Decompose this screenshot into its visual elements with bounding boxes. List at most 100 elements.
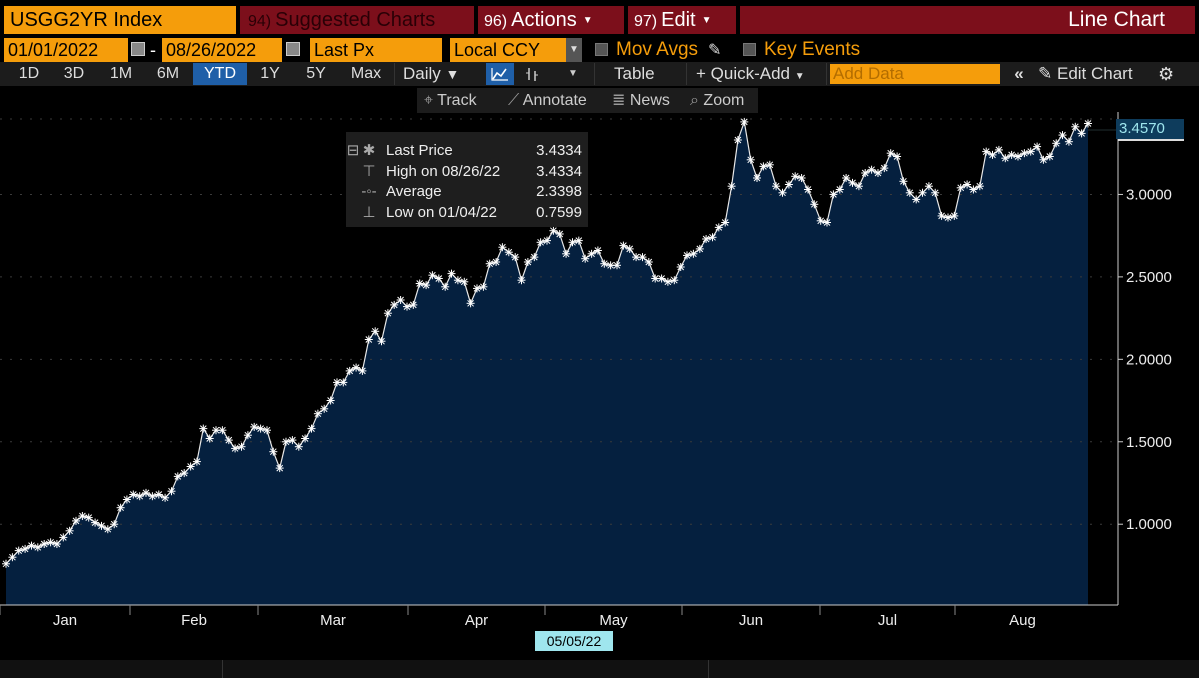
data-point: [1007, 150, 1016, 159]
currency-dropdown-icon[interactable]: ▼: [566, 38, 582, 62]
data-point: [129, 490, 138, 499]
data-point: [78, 512, 87, 520]
period-1y[interactable]: 1Y: [260, 65, 280, 82]
data-point: [33, 543, 42, 552]
data-point: [326, 396, 335, 405]
calendar-icon[interactable]: [131, 42, 145, 56]
data-point: [581, 254, 590, 263]
data-point: [593, 246, 602, 255]
gear-icon[interactable]: ⚙: [1158, 64, 1175, 84]
period-6m[interactable]: 6M: [156, 65, 180, 82]
edit-label: Edit: [661, 9, 696, 31]
data-point: [702, 235, 711, 243]
data-point: [988, 150, 997, 159]
period-ytd[interactable]: YTD: [193, 63, 247, 85]
news-tool[interactable]: ≣ News: [612, 88, 670, 113]
data-point: [963, 180, 972, 189]
data-point: [84, 513, 93, 522]
zoom-tool[interactable]: ⌕ Zoom: [690, 88, 744, 113]
data-point: [676, 263, 685, 271]
data-point: [173, 472, 182, 481]
currency-selector[interactable]: Local CCY: [450, 38, 566, 62]
security-field[interactable]: USGG2YR Index: [4, 6, 236, 34]
data-point: [644, 258, 653, 266]
month-label: Jul: [878, 612, 897, 629]
divider: [708, 660, 709, 678]
quick-add-label: + Quick-Add: [696, 64, 791, 83]
annotate-tool[interactable]: ⟋ Annotate: [508, 88, 587, 113]
edit-chart-button[interactable]: ✎ Edit Chart: [1038, 63, 1133, 85]
annotate-label: Annotate: [522, 92, 587, 109]
data-point: [937, 211, 946, 220]
mov-avgs-checkbox[interactable]: [595, 43, 608, 56]
chart-style-dropdown-icon[interactable]: ▼: [568, 68, 578, 79]
data-point: [994, 145, 1003, 154]
data-point: [1058, 131, 1067, 140]
table-button[interactable]: Table: [614, 64, 655, 83]
add-data-input[interactable]: Add Data: [830, 64, 1000, 84]
data-point: [657, 274, 666, 283]
period-1d[interactable]: 1D: [18, 65, 40, 82]
data-point: [753, 174, 761, 182]
divider: [826, 63, 827, 85]
data-point: [975, 182, 984, 191]
key-events-checkbox[interactable]: [743, 43, 756, 56]
data-point: [256, 424, 265, 433]
period-5y[interactable]: 5Y: [306, 65, 326, 82]
data-point: [867, 165, 876, 174]
data-point: [663, 277, 672, 286]
calendar-icon[interactable]: [286, 42, 300, 56]
actions-button[interactable]: 96) Actions ▼: [478, 6, 624, 34]
data-point: [714, 223, 723, 232]
frequency-selector[interactable]: Daily ▼: [403, 63, 459, 85]
data-point: [683, 251, 691, 260]
data-point: [52, 540, 61, 548]
data-point: [352, 363, 361, 372]
track-tool[interactable]: ⌖ Track: [424, 88, 477, 113]
data-point: [154, 490, 163, 499]
data-point: [759, 162, 768, 171]
data-point: [778, 188, 787, 197]
data-point: [320, 404, 329, 413]
series-marker-icon: ✱: [362, 142, 376, 159]
data-point: [1020, 149, 1029, 158]
start-date-field[interactable]: 01/01/2022: [4, 38, 128, 62]
data-point: [982, 147, 991, 156]
pencil-icon[interactable]: ✎: [708, 42, 722, 59]
data-point: [912, 195, 921, 204]
end-date-field[interactable]: 08/26/2022: [162, 38, 282, 62]
period-1m[interactable]: 1M: [109, 65, 133, 82]
suggested-charts-button[interactable]: 94) Suggested Charts: [240, 6, 474, 34]
average-marker-icon: -◦-: [361, 183, 377, 200]
data-point: [460, 277, 469, 286]
y-tick-label: 2.0000: [1126, 351, 1172, 368]
period-3d[interactable]: 3D: [63, 65, 85, 82]
month-label: Jun: [739, 612, 763, 629]
data-point: [307, 424, 316, 433]
line-chart-glyph: [491, 68, 508, 81]
data-point: [116, 503, 125, 512]
quick-add-caret-icon: ▼: [794, 71, 805, 82]
y-tick-label: 1.5000: [1126, 434, 1172, 451]
data-point: [854, 182, 863, 191]
bar-chart-icon[interactable]: [520, 63, 546, 85]
data-point: [269, 447, 278, 456]
legend-high: ⊤ High on 08/26/22 3.4334: [346, 162, 588, 182]
collapse-icon[interactable]: «: [1014, 64, 1024, 83]
hover-date-label: 05/05/22: [535, 631, 613, 651]
data-point: [587, 249, 596, 258]
data-point: [536, 238, 545, 247]
data-point: [135, 492, 144, 501]
line-chart-icon[interactable]: [486, 63, 514, 85]
status-bar: [0, 660, 1199, 678]
data-point: [733, 136, 742, 144]
data-point: [1026, 147, 1035, 156]
field-selector[interactable]: Last Px: [310, 38, 442, 62]
legend-low: ⊥ Low on 01/04/22 0.7599: [346, 203, 588, 223]
quick-add-button[interactable]: + Quick-Add ▼: [696, 63, 805, 85]
price-chart[interactable]: 1.0000 1.5000 2.0000 2.5000 3.0000 Jan Feb Mar A…: [0, 112, 1199, 678]
legend-label: Last Price: [386, 142, 453, 159]
data-point: [956, 183, 965, 192]
period-max[interactable]: Max: [350, 65, 382, 82]
edit-button[interactable]: 97) Edit ▼: [628, 6, 736, 34]
